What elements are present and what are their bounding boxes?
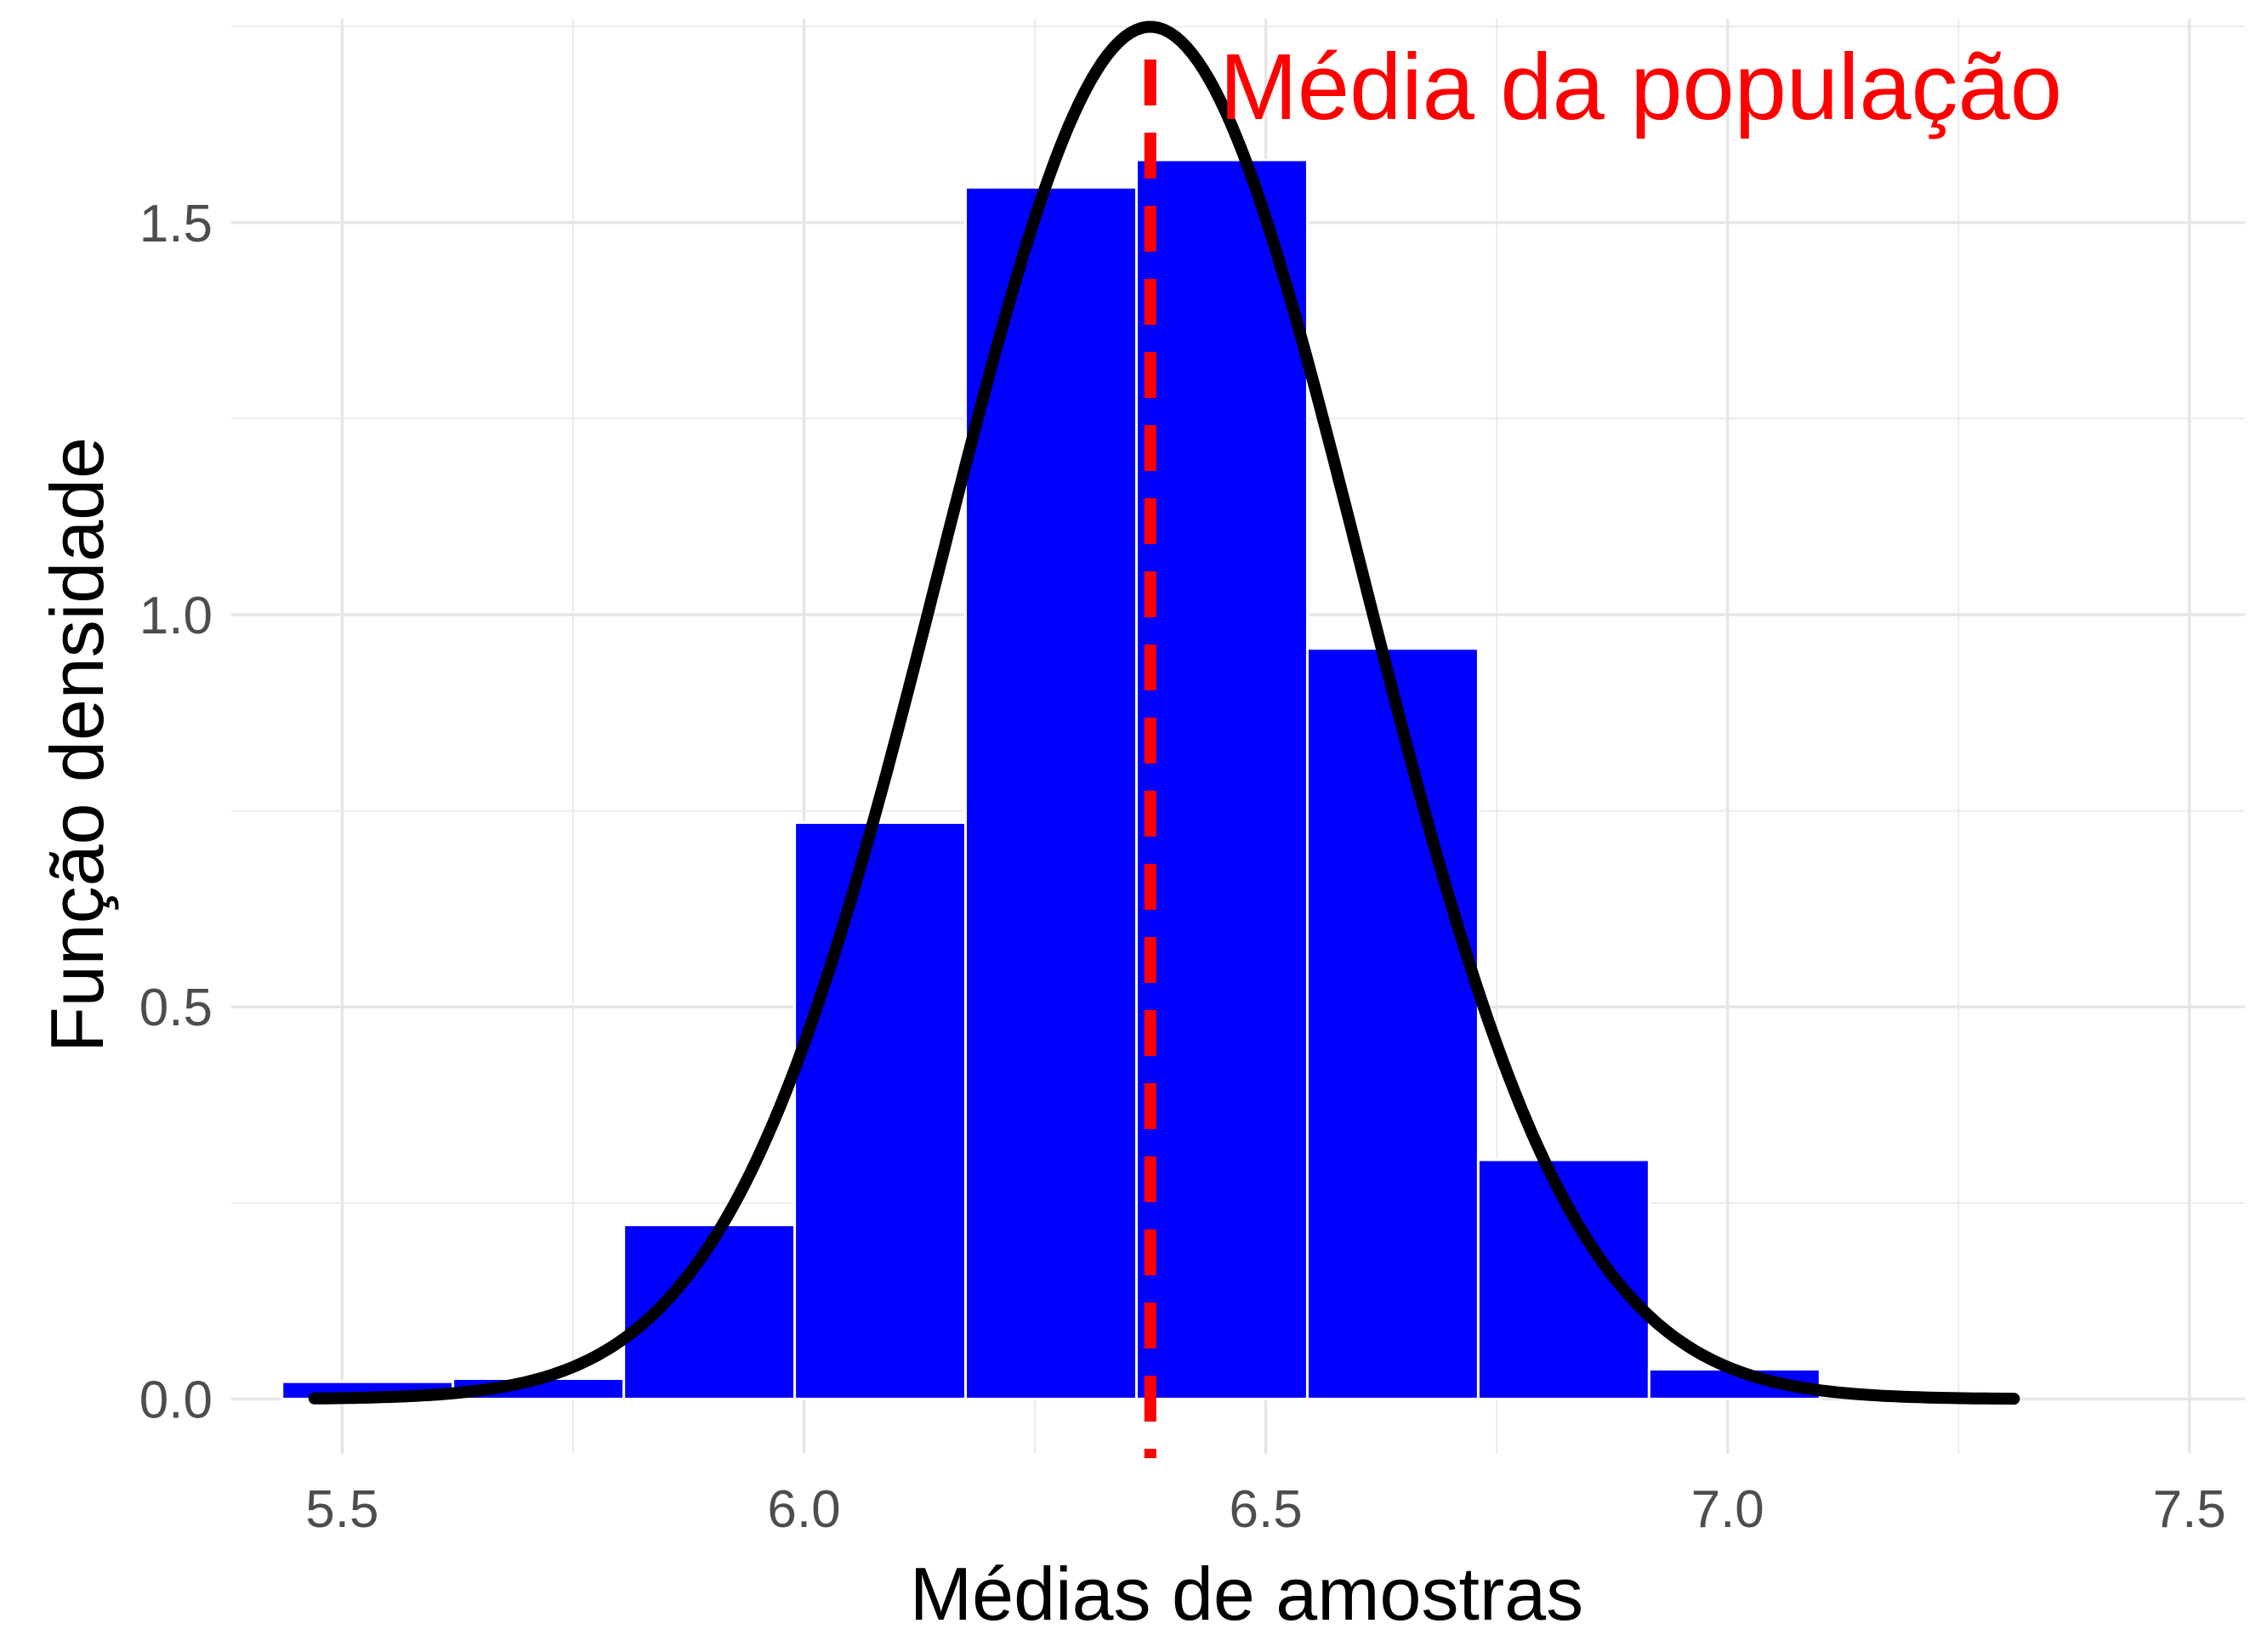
histogram-bar-5	[964, 185, 1139, 1400]
x-tick-label: 7.5	[2153, 1480, 2226, 1539]
histogram-bar-6	[1135, 158, 1309, 1400]
x-tick-label: 6.5	[1229, 1480, 1302, 1539]
histogram-bars	[281, 158, 1821, 1400]
histogram-bar-4	[793, 820, 968, 1400]
normal-density-curve	[308, 20, 2020, 1405]
y-tick-label: 0.5	[139, 979, 213, 1037]
x-tick-label: 5.5	[305, 1480, 378, 1539]
x-tick-label: 7.0	[1691, 1480, 1764, 1539]
y-tick-label: 1.5	[139, 195, 213, 253]
x-tick-label: 6.0	[767, 1480, 840, 1539]
x-axis-title: Médias de amostras	[910, 1552, 1583, 1636]
histogram-bar-7	[1305, 647, 1480, 1400]
y-axis-title: Função densidade	[35, 437, 119, 1053]
y-tick-label: 0.0	[139, 1371, 213, 1429]
normal-curve-layer	[308, 20, 2020, 1405]
x-axis-ticks: 5.5 6.0 6.5 7.0 7.5	[305, 1480, 2226, 1539]
population-mean-annotation: Média da população	[1219, 35, 2062, 139]
y-tick-label: 1.0	[139, 587, 213, 645]
y-axis-ticks: 0.0 0.5 1.0 1.5	[139, 195, 213, 1430]
